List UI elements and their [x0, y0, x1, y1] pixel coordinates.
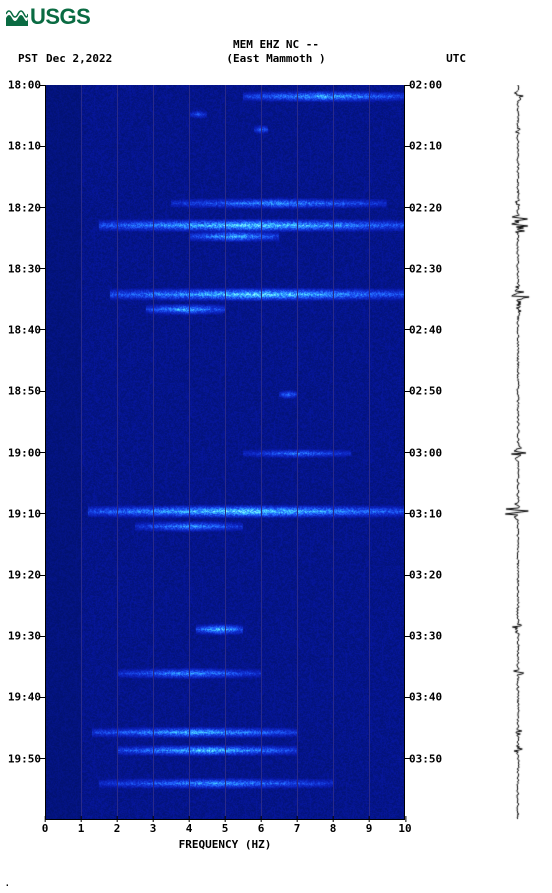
y-tick-right: 03:00 — [409, 446, 445, 459]
x-tick: 5 — [222, 822, 229, 835]
x-tick: 3 — [150, 822, 157, 835]
usgs-text: USGS — [30, 4, 90, 30]
spectrogram-chart: 18:0018:1018:2018:3018:4018:5019:0019:10… — [45, 85, 405, 820]
y-tick-left: 19:20 — [3, 569, 41, 582]
y-tick-right: 02:20 — [409, 201, 445, 214]
date-label: Dec 2,2022 — [46, 52, 112, 65]
utc-label: UTC — [446, 52, 466, 65]
y-tick-left: 18:40 — [3, 323, 41, 336]
x-tick: 4 — [186, 822, 193, 835]
y-tick-left: 18:50 — [3, 385, 41, 398]
station-title: MEM EHZ NC -- — [233, 38, 319, 51]
seismogram-trace — [494, 85, 542, 820]
y-tick-right: 03:50 — [409, 752, 445, 765]
location-title: (East Mammoth ) — [226, 52, 325, 65]
x-tick: 2 — [114, 822, 121, 835]
y-tick-right: 02:30 — [409, 262, 445, 275]
y-tick-right: 03:10 — [409, 507, 445, 520]
y-tick-right: 02:50 — [409, 385, 445, 398]
x-tick: 10 — [398, 822, 411, 835]
x-tick: 6 — [258, 822, 265, 835]
y-tick-right: 03:40 — [409, 691, 445, 704]
wave-icon — [6, 8, 28, 26]
y-tick-left: 18:30 — [3, 262, 41, 275]
corner-mark: . — [4, 876, 11, 889]
y-tick-left: 19:50 — [3, 752, 41, 765]
x-tick: 8 — [330, 822, 337, 835]
y-tick-right: 02:10 — [409, 140, 445, 153]
x-axis-label: FREQUENCY (HZ) — [179, 838, 272, 851]
x-tick: 1 — [78, 822, 85, 835]
y-tick-left: 19:40 — [3, 691, 41, 704]
pst-label: PST — [18, 52, 38, 65]
y-tick-left: 19:30 — [3, 630, 41, 643]
y-tick-left: 18:10 — [3, 140, 41, 153]
x-tick: 0 — [42, 822, 49, 835]
y-tick-right: 03:20 — [409, 569, 445, 582]
y-tick-left: 18:20 — [3, 201, 41, 214]
y-tick-right: 03:30 — [409, 630, 445, 643]
spectrogram-image — [45, 85, 405, 820]
y-tick-right: 02:40 — [409, 323, 445, 336]
y-tick-right: 02:00 — [409, 79, 445, 92]
y-tick-left: 19:00 — [3, 446, 41, 459]
usgs-logo: USGS — [6, 4, 90, 30]
y-tick-left: 18:00 — [3, 79, 41, 92]
x-axis: FREQUENCY (HZ) 012345678910 — [45, 822, 405, 862]
x-tick: 7 — [294, 822, 301, 835]
x-tick: 9 — [366, 822, 373, 835]
y-tick-left: 19:10 — [3, 507, 41, 520]
